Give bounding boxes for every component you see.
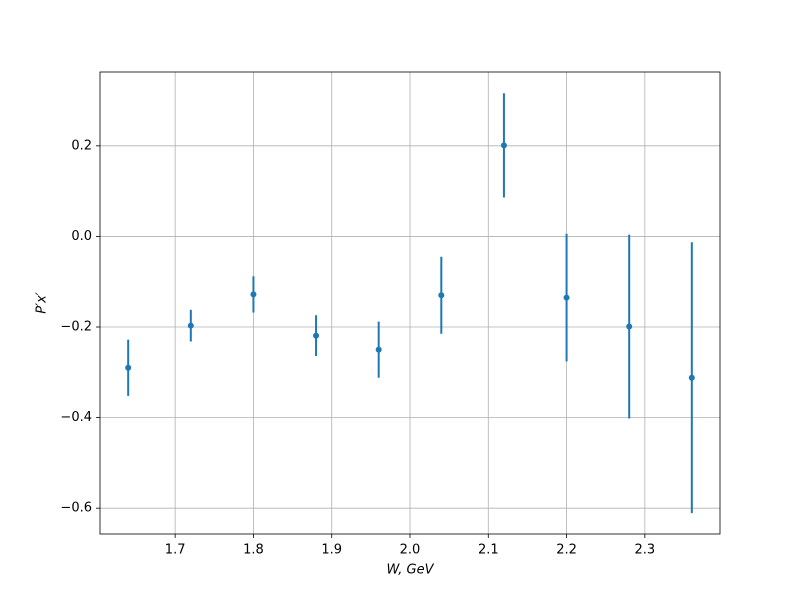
x-axis-label: W, GeV [386, 563, 434, 578]
data-point [313, 332, 320, 339]
x-tick-label: 1.8 [243, 543, 264, 558]
data-point [250, 291, 257, 298]
x-tick-label: 2.1 [478, 543, 499, 558]
data-point [187, 322, 194, 329]
data-point [500, 142, 507, 149]
data-point [125, 364, 132, 371]
x-tick-label: 1.9 [321, 543, 342, 558]
data-point [438, 292, 445, 299]
plot-frame [99, 71, 721, 535]
y-axis-label: P′x′ [35, 292, 50, 313]
y-tick-label: 0.2 [71, 138, 92, 153]
data-point [626, 323, 633, 330]
y-tick-label: 0.0 [71, 229, 92, 244]
x-tick-label: 1.7 [165, 543, 186, 558]
data-point [688, 374, 695, 381]
y-tick-label: −0.4 [60, 410, 92, 425]
y-tick-label: −0.6 [60, 501, 92, 516]
y-tick-label: −0.2 [60, 320, 92, 335]
x-tick-label: 2.0 [400, 543, 421, 558]
data-point [563, 294, 570, 301]
data-point [375, 346, 382, 353]
x-tick-label: 2.3 [635, 543, 656, 558]
x-tick-label: 2.2 [556, 543, 577, 558]
